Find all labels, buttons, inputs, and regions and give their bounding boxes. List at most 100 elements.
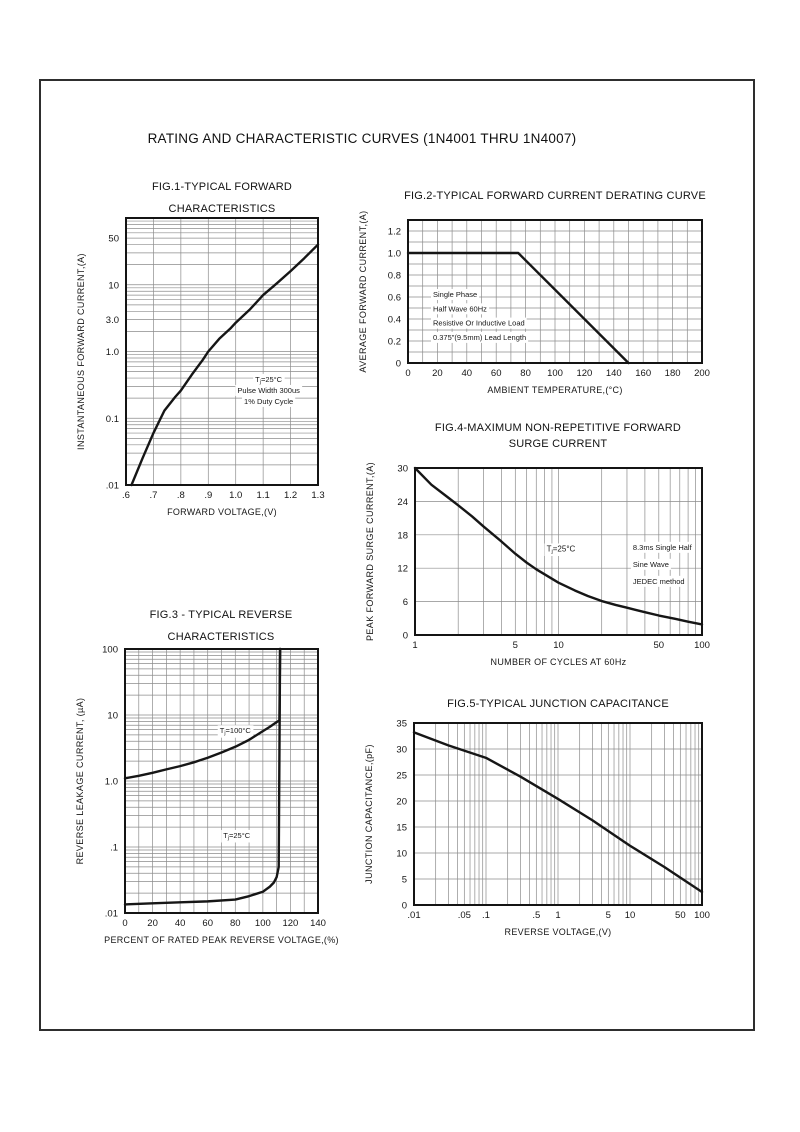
svg-text:5: 5 — [606, 910, 611, 921]
svg-text:.01: .01 — [407, 910, 420, 921]
svg-text:0.8: 0.8 — [388, 271, 401, 282]
svg-text:Half Wave 60Hz: Half Wave 60Hz — [433, 304, 487, 313]
svg-text:20: 20 — [432, 368, 443, 379]
svg-text:10: 10 — [396, 849, 407, 860]
svg-text:Tj=25°C: Tj=25°C — [255, 375, 283, 386]
fig3-title: FIG.3 - TYPICAL REVERSE CHARACTERISTICS — [111, 604, 331, 648]
svg-text:1.1: 1.1 — [257, 490, 270, 501]
fig1-title-line2: CHARACTERISTICS — [168, 203, 276, 215]
svg-text:20: 20 — [147, 918, 158, 929]
svg-text:40: 40 — [175, 918, 186, 929]
svg-text:1.0: 1.0 — [105, 777, 118, 788]
fig2-ylabel: AVERAGE FORWARD CURRENT,(A) — [358, 210, 368, 372]
svg-text:Single Phase: Single Phase — [433, 290, 477, 299]
fig3-chart: Tj=100°C Tj=25°C 0 20 40 60 80 100 120 140 100 10 1.… — [75, 645, 339, 946]
svg-text:40: 40 — [462, 368, 473, 379]
svg-text:.01: .01 — [106, 481, 119, 492]
svg-text:.1: .1 — [482, 910, 490, 921]
svg-text:Tj=25°C: Tj=25°C — [547, 545, 576, 556]
fig1-title-line1: FIG.1-TYPICAL FORWARD — [151, 181, 293, 193]
svg-text:5: 5 — [513, 640, 518, 651]
svg-text:10: 10 — [625, 910, 636, 921]
svg-text:0.1: 0.1 — [106, 414, 119, 425]
svg-text:0: 0 — [396, 359, 401, 370]
svg-text:10: 10 — [108, 280, 119, 291]
fig4-xlabel: NUMBER OF CYCLES AT 60Hz — [491, 657, 627, 667]
fig4-title-line1: FIG.4-MAXIMUM NON-REPETITIVE FORWARD — [434, 422, 682, 434]
svg-text:18: 18 — [397, 530, 408, 541]
svg-text:1: 1 — [412, 640, 417, 651]
fig1-ylabel: INSTANTANEOUS FORWARD CURRENT,(A) — [76, 253, 86, 450]
svg-text:80: 80 — [520, 368, 531, 379]
svg-text:25: 25 — [396, 771, 407, 782]
fig3-title-line2: CHARACTERISTICS — [167, 631, 275, 643]
svg-text:60: 60 — [202, 918, 213, 929]
svg-text:180: 180 — [665, 368, 681, 379]
svg-text:.6: .6 — [122, 490, 130, 501]
fig2-curve-derating — [406, 251, 630, 365]
fig5-ylabel: JUNCTION CAPACITANCE,(pF) — [364, 744, 374, 884]
svg-text:5: 5 — [402, 875, 407, 886]
svg-text:30: 30 — [396, 745, 407, 756]
svg-text:.5: .5 — [532, 910, 540, 921]
fig3-title-line1: FIG.3 - TYPICAL REVERSE — [149, 609, 293, 621]
svg-text:10: 10 — [553, 640, 564, 651]
svg-text:6: 6 — [403, 597, 408, 608]
fig4-title-line2: SURGE CURRENT — [508, 437, 608, 450]
fig1-xlabel: FORWARD VOLTAGE,(V) — [167, 507, 277, 517]
svg-text:1.3: 1.3 — [311, 490, 324, 501]
fig1-curve-forward-current — [130, 243, 320, 487]
svg-text:1.0: 1.0 — [106, 347, 119, 358]
svg-text:120: 120 — [576, 368, 592, 379]
svg-text:.01: .01 — [105, 909, 118, 920]
svg-text:.1: .1 — [110, 843, 118, 854]
svg-text:120: 120 — [282, 918, 298, 929]
svg-text:24: 24 — [397, 497, 408, 508]
svg-text:Sine Wave: Sine Wave — [633, 560, 669, 569]
fig1-title: FIG.1-TYPICAL FORWARD CHARACTERISTICS — [122, 176, 322, 220]
svg-text:3.0: 3.0 — [106, 315, 119, 326]
svg-text:0: 0 — [122, 918, 127, 929]
fig2-chart: Single Phase Half Wave 60Hz Resistive Or I… — [358, 210, 710, 395]
fig2-title: FIG.2-TYPICAL FORWARD CURRENT DERATING C… — [380, 190, 730, 202]
svg-text:1.2: 1.2 — [284, 490, 297, 501]
svg-text:1% Duty Cycle: 1% Duty Cycle — [244, 397, 293, 406]
svg-text:100: 100 — [547, 368, 563, 379]
svg-text:.8: .8 — [177, 490, 185, 501]
fig5-title: FIG.5-TYPICAL JUNCTION CAPACITANCE — [403, 698, 713, 710]
fig4-ylabel: PEAK FORWARD SURGE CURRENT,(A) — [365, 462, 375, 641]
svg-text:1.0: 1.0 — [229, 490, 242, 501]
svg-text:160: 160 — [635, 368, 651, 379]
svg-text:1.0: 1.0 — [388, 249, 401, 260]
fig2-xlabel: AMBIENT TEMPERATURE,(°C) — [487, 385, 622, 395]
svg-text:100: 100 — [694, 910, 710, 921]
svg-text:1: 1 — [555, 910, 560, 921]
svg-text:140: 140 — [310, 918, 326, 929]
svg-text:JEDEC method: JEDEC method — [633, 577, 685, 586]
svg-text:0.4: 0.4 — [388, 315, 401, 326]
svg-text:Tj=25°C: Tj=25°C — [223, 831, 251, 842]
svg-text:10: 10 — [107, 711, 118, 722]
fig5-xlabel: REVERSE VOLTAGE,(V) — [505, 927, 612, 937]
svg-text:50: 50 — [108, 234, 119, 245]
svg-text:50: 50 — [654, 640, 665, 651]
fig3-curve-tj-100-c — [123, 647, 282, 780]
svg-text:100: 100 — [102, 645, 118, 656]
svg-text:1.2: 1.2 — [388, 227, 401, 238]
svg-text:35: 35 — [396, 719, 407, 730]
fig3-ylabel: REVERSE LEAKAGE CURRENT, (µA) — [75, 698, 85, 865]
fig4-title: FIG.4-MAXIMUM NON-REPETITIVE FORWARD SUR… — [403, 421, 713, 452]
svg-text:0: 0 — [403, 631, 408, 642]
svg-text:15: 15 — [396, 823, 407, 834]
svg-text:200: 200 — [694, 368, 710, 379]
svg-text:50: 50 — [675, 910, 686, 921]
svg-text:30: 30 — [397, 464, 408, 475]
svg-text:100: 100 — [255, 918, 271, 929]
fig5-chart: .01.05.1.5 1 5 10 50 10005101520253035REVERSE… — [364, 719, 710, 938]
fig4-curve-surge-current — [413, 466, 704, 626]
svg-text:8.3ms Single Half: 8.3ms Single Half — [633, 543, 693, 552]
fig3-xlabel: PERCENT OF RATED PEAK REVERSE VOLTAGE,(%… — [104, 935, 339, 945]
fig2-title-line1: FIG.2-TYPICAL FORWARD CURRENT DERATING C… — [404, 190, 706, 202]
svg-text:.05: .05 — [458, 910, 471, 921]
